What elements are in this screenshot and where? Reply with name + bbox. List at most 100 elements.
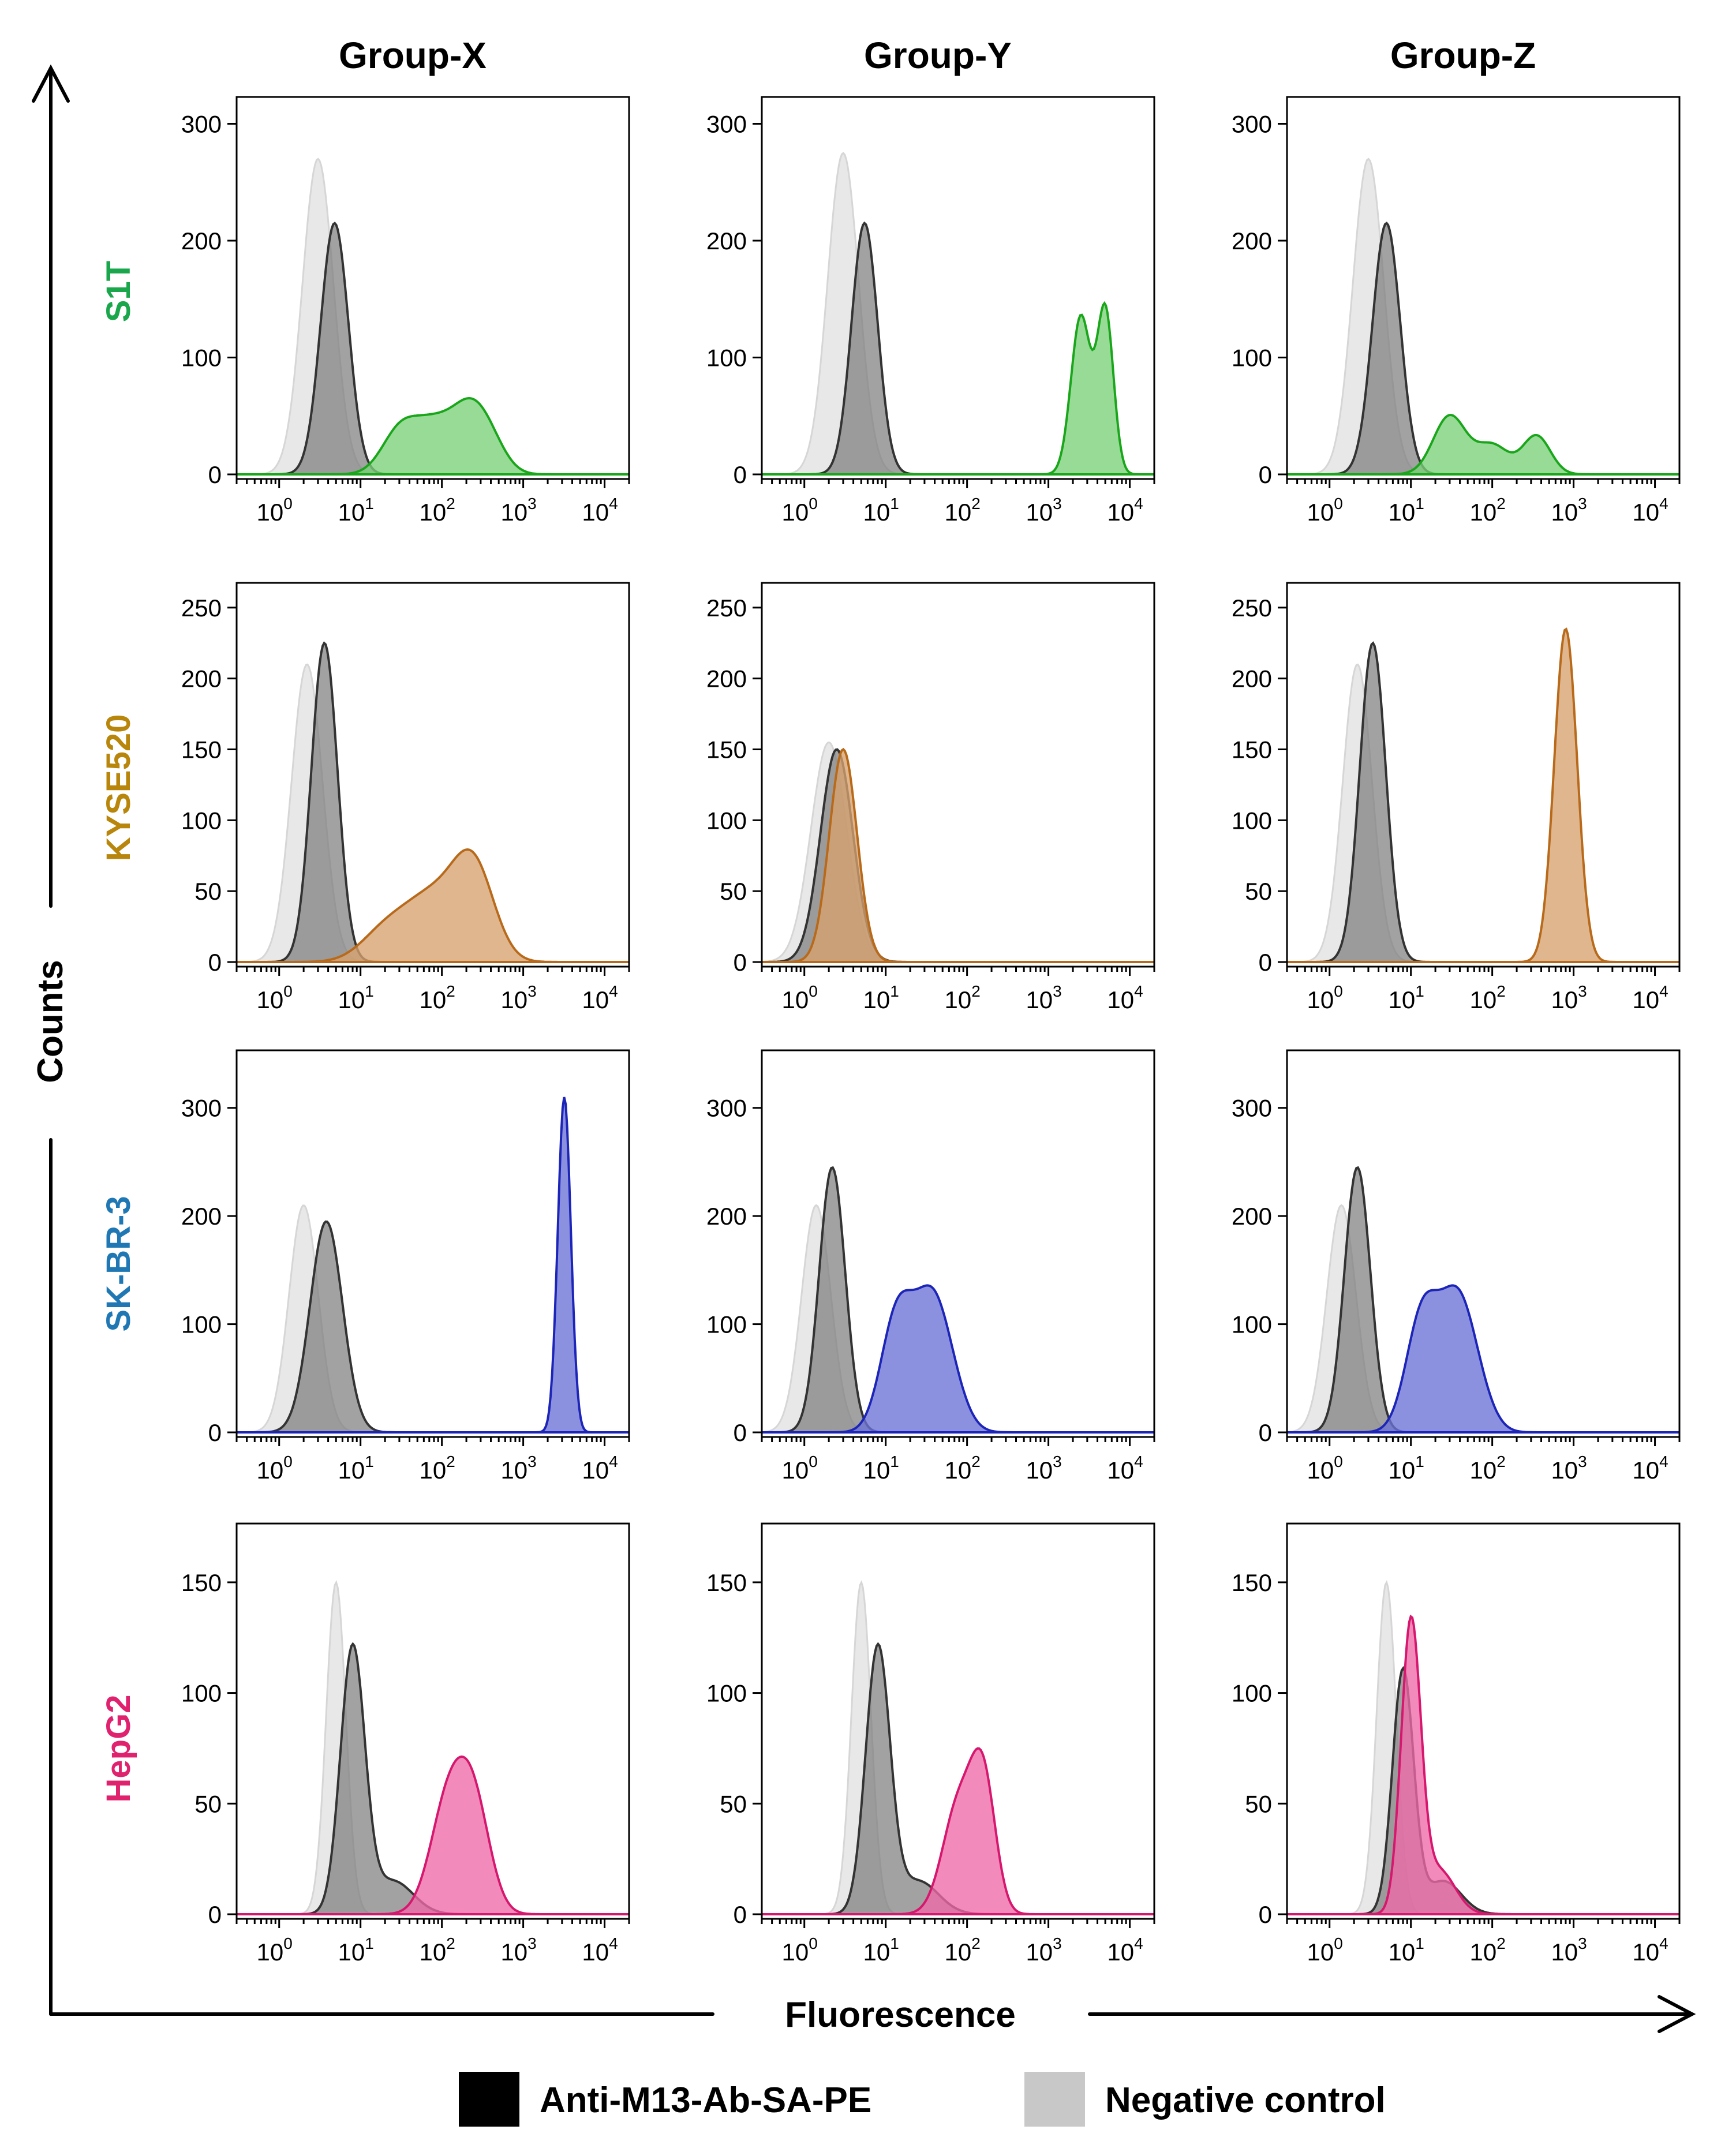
- panel-r1-c2-curves: [762, 152, 1154, 476]
- panel-r3-c1-x-axis: 100 101 102 103 104: [235, 1437, 630, 1484]
- panel-r4-c2-x-tick-label: 104: [1107, 1934, 1143, 1966]
- panel-r3-c1-x-tick-label: 104: [582, 1453, 618, 1484]
- panel-r1-c1-y-tick-label: 200: [181, 227, 222, 255]
- column-title-group-y: Group-Y: [864, 35, 1012, 76]
- panel-r1-c1-x-tick-label: 104: [582, 495, 618, 526]
- panel-r4-c1-x-tick-label: 101: [338, 1934, 374, 1966]
- panel-r3-c2-x-tick-label: 100: [782, 1453, 818, 1484]
- panel-r3-c3-y-tick-label: 0: [1259, 1419, 1272, 1446]
- panel-r1-c1-y-tick-label: 0: [208, 461, 222, 488]
- panel-r3-c2-y-tick-label: 0: [734, 1419, 747, 1446]
- panel-r2-c3-frame: [1286, 582, 1681, 968]
- panel-r4-c2-x-tick-label: 100: [782, 1934, 818, 1966]
- panel-r2-c2-x-tick-label: 102: [944, 982, 980, 1013]
- panel-r2-c3-y-tick-label: 0: [1259, 949, 1272, 976]
- panel-r1-c1-y-tick-label: 300: [181, 111, 222, 138]
- panel-r3-c2-curves: [762, 1166, 1154, 1434]
- panel-r3-c2: 0 100 200 300 100 101 102 103 104: [706, 1049, 1155, 1484]
- panel-r4-c1-sample-curve: [237, 1755, 629, 1915]
- panel-r3-c3-y-axis: 0 100 200 300: [1232, 1095, 1287, 1446]
- panel-r3-c2-frame: [761, 1049, 1155, 1438]
- panel-r4-c2-y-axis: 0 50 100 150: [706, 1569, 762, 1928]
- panel-r3-c2-y-axis: 0 100 200 300: [706, 1095, 762, 1446]
- panel-r2-c2-y-tick-label: 100: [706, 807, 747, 834]
- panel-r1-c1-y-axis: 0 100 200 300: [181, 111, 237, 488]
- panel-r1-c2-x-tick-label: 101: [863, 495, 899, 526]
- panel-r1-c3: 0 100 200 300 100 101 102 103 104: [1232, 96, 1681, 526]
- row-label-hepg2: HepG2: [100, 1695, 137, 1803]
- panel-r2-c3-y-tick-label: 100: [1232, 807, 1272, 834]
- panel-r2-c2-y-tick-label: 250: [706, 594, 747, 622]
- panel-r2-c1-y-tick-label: 0: [208, 949, 222, 976]
- panel-r4-c3: 0 50 100 150 100 101 102 103 104: [1232, 1522, 1681, 1966]
- panel-r4-c3-x-tick-label: 100: [1307, 1934, 1343, 1966]
- panel-r1-c3-x-tick-label: 104: [1632, 495, 1668, 526]
- panel-r2-c1-x-axis: 100 101 102 103 104: [235, 967, 630, 1013]
- panel-r2-c3-y-tick-label: 150: [1232, 736, 1272, 764]
- panel-r2-c3-y-tick-label: 200: [1232, 665, 1272, 693]
- panel-r1-c2-frame: [761, 96, 1155, 480]
- panel-r2-c2: 0 50 100 150 200 250 100 101 102 103 104: [706, 582, 1155, 1013]
- legend-label-negative: Negative control: [1105, 2080, 1386, 2120]
- panel-r1-c3-y-tick-label: 100: [1232, 345, 1272, 372]
- panel-r3-c1-x-tick-label: 101: [338, 1453, 374, 1484]
- panel-r4-c2-sample-curve: [762, 1747, 1154, 1915]
- legend-label-anti: Anti-M13-Ab-SA-PE: [540, 2080, 871, 2120]
- panel-r2-c3-y-tick-label: 250: [1232, 594, 1272, 622]
- panel-r1-c2-x-tick-label: 103: [1026, 495, 1061, 526]
- panel-r2-c1-y-tick-label: 150: [181, 736, 222, 764]
- panel-r1-c1-x-tick-label: 100: [257, 495, 293, 526]
- panel-r1-c3-y-axis: 0 100 200 300: [1232, 111, 1287, 488]
- panel-r3-c2-x-tick-label: 102: [944, 1453, 980, 1484]
- column-title-group-x: Group-X: [339, 35, 487, 76]
- panel-r1-c2-sample-curve: [762, 301, 1154, 476]
- panel-r2-c2-x-axis: 100 101 102 103 104: [761, 967, 1155, 1013]
- panel-r1-c3-x-axis: 100 101 102 103 104: [1286, 479, 1681, 526]
- panel-r1-c2-x-tick-label: 100: [782, 495, 818, 526]
- panel-r4-c1-y-tick-label: 50: [194, 1790, 222, 1817]
- panel-r2-c1-y-axis: 0 50 100 150 200 250: [181, 594, 237, 976]
- panel-r3-c1-curves: [237, 1096, 629, 1434]
- panel-r4-c1-y-tick-label: 100: [181, 1680, 222, 1707]
- counts-axis-arrow: [32, 64, 714, 2016]
- counts-axis-label: Counts: [31, 960, 70, 1083]
- panel-r1-c2-y-tick-label: 200: [706, 227, 747, 255]
- panel-r1-c2-y-tick-label: 0: [734, 461, 747, 488]
- panel-r3-c2-sample-curve: [762, 1284, 1154, 1434]
- panel-r3-c2-x-tick-label: 101: [863, 1453, 899, 1484]
- panel-r2-c3-x-tick-label: 100: [1307, 982, 1343, 1013]
- panel-r4-c1-frame: [235, 1522, 630, 1920]
- panel-r3-c3-x-tick-label: 103: [1551, 1453, 1587, 1484]
- panel-r2-c1-x-tick-label: 102: [419, 982, 455, 1013]
- panel-r4-c1-x-tick-label: 104: [582, 1934, 618, 1966]
- panel-r3-c1-y-axis: 0 100 200 300: [181, 1095, 237, 1446]
- panel-r2-c2-y-tick-label: 0: [734, 949, 747, 976]
- fluorescence-axis-label: Fluorescence: [785, 1995, 1016, 2035]
- panel-r4-c3-x-tick-label: 101: [1389, 1934, 1424, 1966]
- panel-r2-c1-curves: [237, 641, 629, 963]
- panel-r2-c3: 0 50 100 150 200 250 100 101 102 103 104: [1232, 582, 1681, 1013]
- panel-r3-c1: 0 100 200 300 100 101 102 103 104: [181, 1049, 630, 1484]
- panel-r3-c3-curves: [1287, 1166, 1679, 1434]
- panel-r4-c2-x-tick-label: 101: [863, 1934, 899, 1966]
- panel-r3-c3-frame: [1286, 1049, 1681, 1438]
- panel-r4-c1-y-axis: 0 50 100 150: [181, 1569, 237, 1928]
- panel-r1-c2-y-tick-label: 300: [706, 111, 747, 138]
- panel-r1-c1-x-tick-label: 103: [500, 495, 536, 526]
- panel-r4-c2-x-axis: 100 101 102 103 104: [761, 1919, 1155, 1966]
- panel-r3-c2-y-tick-label: 300: [706, 1095, 747, 1122]
- panel-r3-c1-y-tick-label: 200: [181, 1203, 222, 1230]
- panel-r2-c1-x-tick-label: 103: [500, 982, 536, 1013]
- panel-r1-c2-x-tick-label: 102: [944, 495, 980, 526]
- panel-r2-c2-y-axis: 0 50 100 150 200 250: [706, 594, 762, 976]
- panel-r3-c2-x-tick-label: 104: [1107, 1453, 1143, 1484]
- legend-swatch-negative: [1024, 2072, 1085, 2127]
- panel-r3-c3-x-axis: 100 101 102 103 104: [1286, 1437, 1681, 1484]
- panel-r4-c3-y-axis: 0 50 100 150: [1232, 1569, 1287, 1928]
- panel-r1-c2-x-tick-label: 104: [1107, 495, 1143, 526]
- panel-r4-c1-y-tick-label: 0: [208, 1901, 222, 1928]
- panel-r3-c3-y-tick-label: 300: [1232, 1095, 1272, 1122]
- panel-r4-c2: 0 50 100 150 100 101 102 103 104: [706, 1522, 1155, 1966]
- panel-r2-c2-curves: [762, 741, 1154, 963]
